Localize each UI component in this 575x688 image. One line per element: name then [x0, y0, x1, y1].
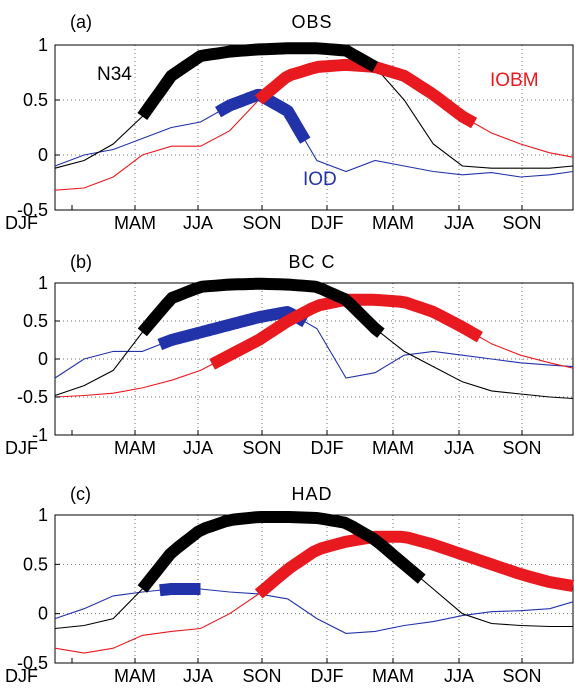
panel-a-series — [54, 42, 574, 191]
n34-significant-segment — [137, 42, 379, 120]
panel-c-x-tick-label: DJF — [311, 666, 344, 686]
panel-c-label: (c) — [70, 484, 91, 504]
panel-a-y-ticks: 1 0.5 0 -0.5 — [17, 35, 48, 220]
panel-c-y-tick-label: 1 — [38, 505, 48, 525]
iobm-significant-segment — [209, 293, 483, 370]
iobm-series-label: IOBM — [490, 70, 539, 91]
iod-significant-segment — [157, 306, 309, 351]
panel-b-y-tick-label: 1 — [38, 273, 48, 293]
panel-a: (a) OBS DJF MAM JJA SON DJF MAM JJA SON … — [5, 12, 574, 233]
iod-line — [54, 588, 574, 634]
panel-c: (c) HAD DJF MAM JJA SON DJF MAM JJA SON … — [5, 484, 574, 686]
panel-b-x-tick-label: MAM — [372, 438, 414, 458]
panel-c-x-tick-label: SON — [502, 666, 541, 686]
n34-significant-segment — [137, 277, 385, 338]
panel-b-title: BC C — [288, 252, 335, 272]
panel-a-x-tick-label: JJA — [444, 213, 474, 233]
panel-a-x-tick-label: DJF — [5, 213, 38, 233]
panel-a-x-ticks: DJF MAM JJA SON DJF MAM JJA SON — [5, 213, 542, 233]
n34-series-label: N34 — [97, 64, 132, 85]
panel-b-grid — [55, 283, 573, 435]
panel-c-y-tick-label: -0.5 — [17, 653, 48, 673]
panel-b-x-tick-label: SON — [502, 438, 541, 458]
panel-c-x-tick-label: SON — [242, 666, 281, 686]
panel-c-x-tick-label: DJF — [5, 666, 38, 686]
panel-a-x-tick-label: MAM — [114, 213, 156, 233]
panel-a-y-tick-label: 0 — [38, 145, 48, 165]
panel-c-grid — [55, 515, 573, 663]
panel-c-frame — [54, 514, 574, 664]
panel-b-label: (b) — [70, 252, 92, 272]
panel-b-x-tick-label: JJA — [183, 438, 213, 458]
iod-line — [54, 311, 574, 379]
panel-a-x-tick-label: SON — [502, 213, 541, 233]
panel-a-y-tick-label: 1 — [38, 35, 48, 55]
panel-b-y-tick-label: -0.5 — [17, 387, 48, 407]
panel-b: (b) BC C DJF MAM JJA SON DJF MAM JJA SON… — [5, 252, 574, 458]
panel-c-y-ticks: 1 0.5 0 -0.5 — [17, 505, 48, 673]
panel-a-label: (a) — [70, 12, 92, 32]
panel-a-x-tick-label: JJA — [183, 213, 213, 233]
panel-c-x-tick-label: JJA — [183, 666, 213, 686]
panel-c-x-tick-label: JJA — [444, 666, 474, 686]
iobm-line — [54, 299, 574, 398]
panel-b-y-tick-label: 0.5 — [23, 311, 48, 331]
panel-c-series — [54, 511, 574, 654]
panel-b-x-tick-label: DJF — [5, 438, 38, 458]
panel-c-title: HAD — [291, 484, 332, 504]
panel-b-x-tick-label: SON — [242, 438, 281, 458]
panel-a-series-labels: N34 IOD IOBM — [97, 64, 539, 190]
panel-c-x-tick-label: MAM — [114, 666, 156, 686]
panel-a-x-tick-label: DJF — [311, 213, 344, 233]
panel-c-y-tick-label: 0 — [38, 604, 48, 624]
iod-line — [54, 93, 574, 178]
panel-a-y-tick-label: -0.5 — [17, 200, 48, 220]
iod-significant-segment — [154, 583, 206, 597]
panel-b-y-tick-label: -1 — [32, 425, 48, 445]
panel-a-x-tick-label: MAM — [372, 213, 414, 233]
panel-b-y-tick-label: 0 — [38, 349, 48, 369]
n34-significant-segment — [137, 511, 426, 593]
panel-b-x-tick-label: DJF — [311, 438, 344, 458]
panel-c-y-tick-label: 0.5 — [23, 554, 48, 574]
panel-a-title: OBS — [291, 12, 332, 32]
panel-c-x-tick-label: MAM — [372, 666, 414, 686]
panel-b-y-ticks: 1 0.5 0 -0.5 -1 — [17, 273, 48, 445]
panel-a-y-tick-label: 0.5 — [23, 90, 48, 110]
panel-b-series — [54, 277, 574, 400]
panel-a-x-tick-label: SON — [242, 213, 281, 233]
panel-b-x-tick-label: JJA — [444, 438, 474, 458]
panel-b-x-ticks: DJF MAM JJA SON DJF MAM JJA SON — [5, 438, 542, 458]
iod-series-label: IOD — [303, 169, 337, 190]
panel-b-x-tick-label: MAM — [114, 438, 156, 458]
iobm-significant-segment — [254, 530, 574, 599]
panel-c-x-ticks: DJF MAM JJA SON DJF MAM JJA SON — [5, 666, 542, 686]
